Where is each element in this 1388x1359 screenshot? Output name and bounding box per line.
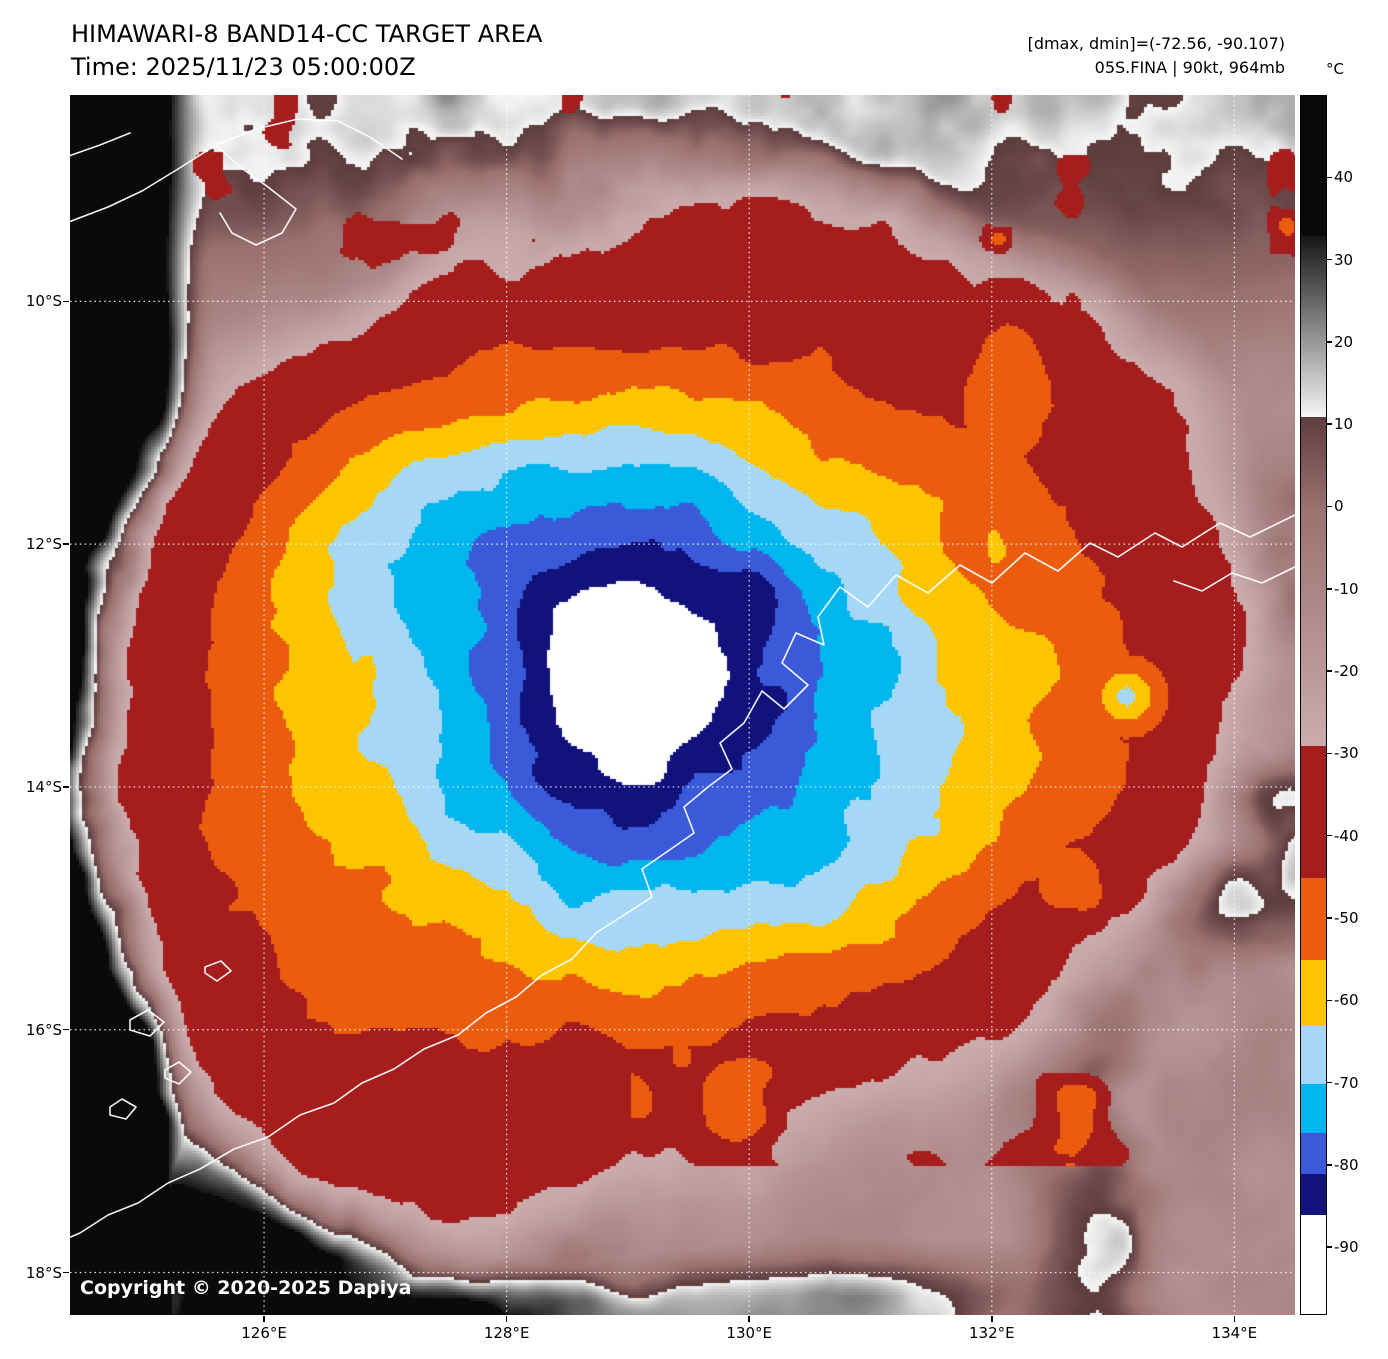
colorbar-tickmark bbox=[1327, 505, 1332, 508]
colorbar-tick-label: 40 bbox=[1334, 168, 1354, 187]
lon-tick-label: 132°E bbox=[968, 1324, 1015, 1342]
colorbar-tick-label: -30 bbox=[1334, 744, 1359, 763]
colorbar-tickmark bbox=[1327, 917, 1332, 919]
lat-tickmark bbox=[63, 786, 69, 788]
colorbar-tick-label: -90 bbox=[1334, 1238, 1359, 1257]
colorbar-tick-label: 0 bbox=[1334, 497, 1344, 516]
colorbar-tick-label: 30 bbox=[1334, 250, 1354, 269]
colorbar-segment bbox=[1301, 1174, 1326, 1216]
colorbar-tickmark bbox=[1327, 341, 1332, 343]
lon-tickmark bbox=[1233, 1316, 1236, 1322]
colorbar-tickmark bbox=[1327, 1246, 1332, 1248]
colorbar-tickmark bbox=[1327, 999, 1332, 1002]
coastlines bbox=[70, 118, 1295, 1239]
colorbar-tickmark bbox=[1327, 258, 1332, 261]
coastline-path-kimberley bbox=[70, 514, 1295, 1239]
colorbar-segment bbox=[1301, 1215, 1326, 1314]
map-overlay bbox=[70, 95, 1295, 1315]
colorbar-tick-label: -70 bbox=[1334, 1073, 1359, 1092]
dmax-dmin-annotation: [dmax, dmin]=(-72.56, -90.107) bbox=[1027, 34, 1285, 53]
lon-tick-label: 134°E bbox=[1211, 1324, 1258, 1342]
colorbar-segment bbox=[1301, 235, 1326, 418]
lat-tick-label: 16°S bbox=[25, 1020, 62, 1039]
colorbar-segment bbox=[1301, 746, 1326, 879]
colorbar-tickmark bbox=[1327, 176, 1332, 179]
colorbar-tickmark bbox=[1327, 1164, 1332, 1166]
colorbar-segment bbox=[1301, 416, 1326, 509]
storm-info-annotation: 05S.FINA | 90kt, 964mb bbox=[1094, 58, 1285, 77]
lon-tickmark bbox=[263, 1316, 265, 1322]
satellite-ir-canvas bbox=[70, 95, 1295, 1315]
colorbar-segment bbox=[1301, 877, 1326, 961]
colorbar-tick-label: -80 bbox=[1334, 1155, 1359, 1174]
lat-tickmark bbox=[63, 1028, 69, 1031]
colorbar-segment bbox=[1301, 960, 1326, 1027]
lat-tickmark bbox=[63, 300, 69, 303]
colorbar-tick-label: -20 bbox=[1334, 662, 1359, 681]
colorbar-segment bbox=[1301, 1083, 1326, 1134]
satellite-image-panel: Copyright © 2020-2025 Dapiya bbox=[70, 95, 1295, 1315]
coastline-island-1 bbox=[129, 1009, 165, 1037]
latlon-grid bbox=[70, 95, 1295, 1315]
figure-annotations: [dmax, dmin]=(-72.56, -90.107) 05S.FINA … bbox=[1028, 32, 1285, 80]
lon-tick-label: 130°E bbox=[726, 1324, 773, 1342]
colorbar-tickmark bbox=[1327, 423, 1332, 425]
colorbar-segment bbox=[1301, 1132, 1326, 1175]
coastline-path-timor-inner bbox=[215, 144, 297, 246]
colorbar-unit-label: °C bbox=[1326, 60, 1344, 78]
colorbar-segment bbox=[1301, 507, 1326, 747]
lon-tick-label: 126°E bbox=[241, 1324, 287, 1342]
colorbar-tickmark bbox=[1327, 670, 1332, 672]
lat-tick-label: 12°S bbox=[25, 535, 62, 554]
colorbar-tick-label: -40 bbox=[1334, 826, 1359, 845]
coastline-island-2 bbox=[164, 1061, 192, 1085]
colorbar-tick-label: -60 bbox=[1334, 991, 1359, 1010]
lat-tickmark bbox=[63, 543, 69, 545]
colorbar-segment bbox=[1301, 1025, 1326, 1085]
figure-title: HIMAWARI-8 BAND14-CC TARGET AREA bbox=[71, 20, 543, 48]
colorbar-tickmark bbox=[1327, 752, 1332, 755]
lat-tick-label: 14°S bbox=[25, 777, 62, 796]
colorbar-tick-label: -50 bbox=[1334, 908, 1359, 927]
colorbar-tickmark bbox=[1327, 834, 1332, 837]
lon-tickmark bbox=[748, 1316, 750, 1322]
lat-tick-label: 10°S bbox=[25, 292, 62, 311]
coastline-path-corner-island bbox=[70, 132, 131, 157]
lon-tickmark bbox=[991, 1316, 993, 1322]
coastline-island-4 bbox=[204, 960, 232, 982]
figure-time: Time: 2025/11/23 05:00:00Z bbox=[71, 53, 416, 81]
colorbar-tickmark bbox=[1327, 588, 1332, 590]
lat-tick-label: 18°S bbox=[25, 1263, 62, 1282]
colorbar-tick-label: -10 bbox=[1334, 579, 1359, 598]
lat-tickmark bbox=[63, 1271, 69, 1274]
coastline-path-bay bbox=[1173, 566, 1295, 592]
copyright-label: Copyright © 2020-2025 Dapiya bbox=[80, 1277, 412, 1299]
colorbar bbox=[1300, 95, 1327, 1315]
colorbar-tick-label: 20 bbox=[1334, 332, 1354, 351]
lon-tickmark bbox=[505, 1316, 508, 1322]
lon-tick-label: 128°E bbox=[483, 1324, 530, 1342]
coastline-path-timor-south bbox=[70, 118, 403, 223]
coastline-island-3 bbox=[109, 1098, 137, 1120]
colorbar-segment bbox=[1301, 96, 1326, 237]
colorbar-tickmark bbox=[1327, 1081, 1332, 1084]
colorbar-tick-label: 10 bbox=[1334, 415, 1354, 434]
